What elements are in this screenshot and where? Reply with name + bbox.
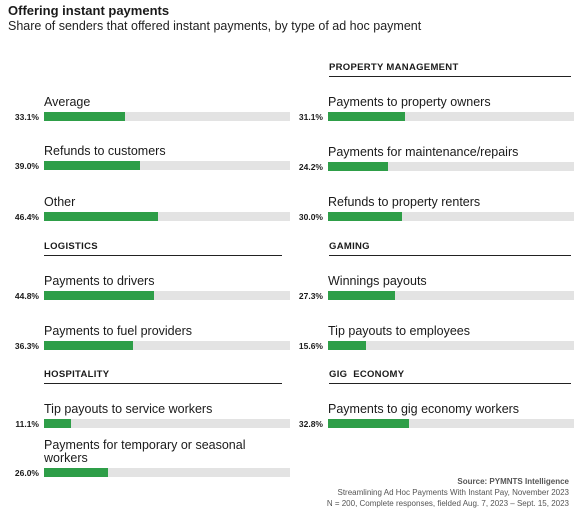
bar-value-label: 26.0% [14, 468, 39, 478]
bar-item: Payments for temporary or seasonal worke… [8, 437, 291, 478]
chart-title: Offering instant payments [8, 3, 170, 18]
bar-item: Refunds to customers 39.0% [8, 130, 291, 171]
bar-track [328, 112, 574, 121]
bar-value-label: 31.1% [298, 112, 323, 122]
bar-fill [44, 291, 155, 300]
footer-source: Source: PYMNTS Intelligence [457, 477, 569, 486]
bar-track [44, 112, 290, 121]
bar-item: Payments for maintenance/repairs 24.2% [292, 131, 575, 172]
bar-value-label: 33.1% [14, 112, 39, 122]
bar-label: Winnings payouts [328, 274, 427, 288]
bar-fill [328, 291, 396, 300]
bar-label: Refunds to property renters [328, 195, 481, 209]
bar-item: Winnings payouts 27.3% [292, 260, 575, 301]
bar-label: Payments for maintenance/repairs [328, 145, 519, 159]
bar-value-label: 30.0% [298, 212, 323, 222]
bar-label: Payments to drivers [44, 274, 155, 288]
bar-fill [328, 212, 402, 221]
bar-value-label: 24.2% [298, 162, 323, 172]
footer: Source: PYMNTS Intelligence Streamlining… [327, 476, 569, 509]
footer-note: N = 200, Complete responses, fielded Aug… [326, 499, 569, 508]
bar-track [328, 162, 574, 171]
bar-fill [44, 112, 126, 121]
section-hospitality: HOSPITALITY [44, 369, 282, 384]
bar-track [328, 212, 574, 221]
bar-item: Refunds to property renters 30.0% [292, 181, 575, 222]
chart-subtitle: Share of senders that offered instant pa… [8, 19, 422, 33]
bar-fill [328, 112, 405, 121]
bar-label: Payments to gig economy workers [328, 402, 520, 416]
bar-item: Payments to drivers 44.8% [8, 260, 291, 301]
bar-value-label: 44.8% [14, 291, 39, 301]
bar-fill [44, 419, 72, 428]
bar-track [44, 291, 290, 300]
bar-item: Tip payouts to service workers 11.1% [8, 388, 291, 429]
bar-item: Payments to fuel providers 36.3% [8, 310, 291, 351]
bar-fill [44, 341, 134, 350]
bar-fill [328, 162, 388, 171]
bar-value-label: 32.8% [298, 419, 323, 429]
bar-track [44, 212, 290, 221]
bar-item: Payments to gig economy workers 32.8% [292, 388, 575, 429]
bar-value-label: 27.3% [298, 291, 323, 301]
section-property-management: PROPERTY MANAGEMENT [329, 62, 571, 77]
bar-value-label: 46.4% [14, 212, 39, 222]
bar-label: Payments to property owners [328, 95, 491, 109]
bar-label: Payments for temporary or seasonal worke… [44, 438, 246, 465]
bar-track [328, 419, 574, 428]
bar-fill [44, 161, 140, 170]
bar-fill [328, 341, 367, 350]
bar-value-label: 11.1% [15, 419, 39, 429]
footer-report: Streamlining Ad Hoc Payments With Instan… [337, 488, 569, 497]
bar-track [44, 419, 290, 428]
section-gaming: GAMING [329, 241, 571, 256]
bar-label: Tip payouts to service workers [44, 402, 213, 416]
bar-label: Payments to fuel providers [44, 324, 192, 338]
bar-track [328, 341, 574, 350]
bar-fill [328, 419, 409, 428]
bar-label: Tip payouts to employees [328, 324, 470, 338]
bar-fill [44, 468, 108, 477]
bar-track [44, 161, 290, 170]
bar-item: Average 33.1% [8, 81, 291, 122]
bar-value-label: 15.6% [298, 341, 323, 351]
bar-item: Tip payouts to employees 15.6% [292, 310, 575, 351]
bar-value-label: 36.3% [14, 341, 39, 351]
bar-fill [44, 212, 159, 221]
bar-track [44, 468, 290, 477]
section-gig-economy: GIG ECONOMY [329, 369, 571, 384]
bar-item: Payments to property owners 31.1% [292, 81, 575, 122]
bar-track [328, 291, 574, 300]
bar-label: Other [44, 195, 76, 209]
section-logistics: LOGISTICS [44, 241, 282, 256]
bar-label: Average [44, 95, 91, 109]
bar-value-label: 39.0% [14, 161, 39, 171]
bar-track [44, 341, 290, 350]
bar-item: Other 46.4% [8, 181, 291, 222]
bar-label: Refunds to customers [44, 144, 166, 158]
